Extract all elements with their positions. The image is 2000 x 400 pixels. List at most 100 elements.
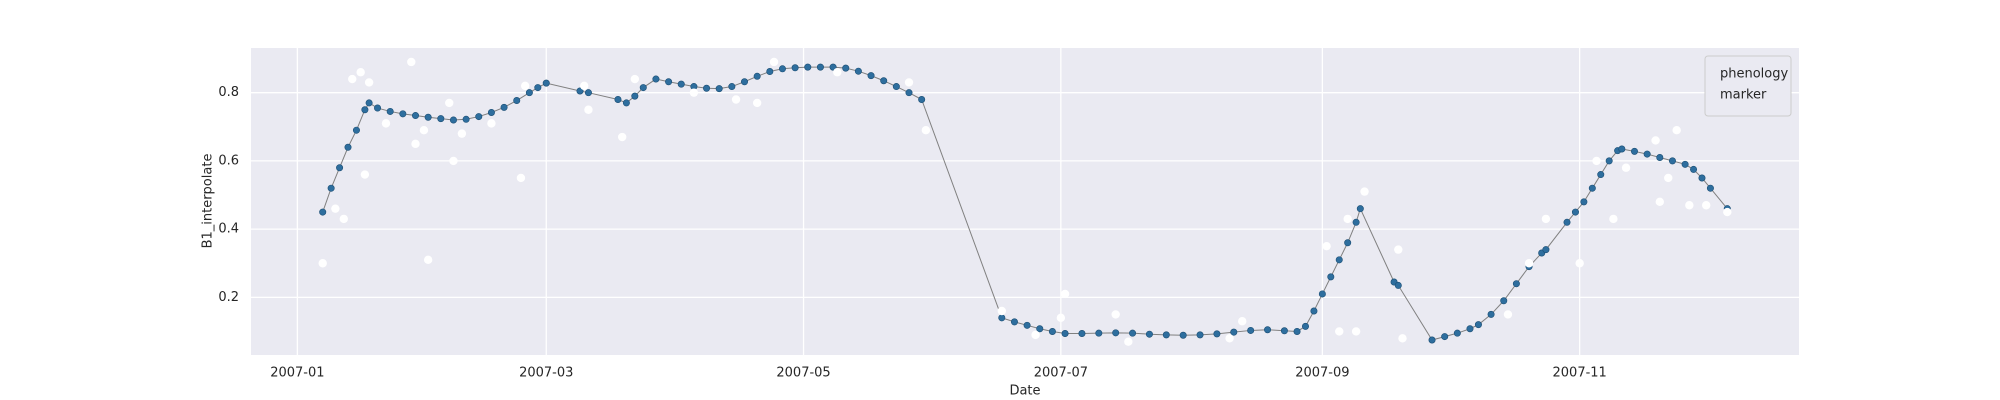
x-tick-label: 2007-01 (270, 366, 324, 381)
line-point (1301, 322, 1309, 330)
line-point (1441, 333, 1449, 341)
line-point (880, 77, 888, 85)
line-point (361, 106, 369, 114)
line-point (1630, 147, 1638, 155)
line-point (1061, 330, 1069, 338)
scatter-point (1060, 289, 1070, 299)
line-point (1643, 150, 1651, 158)
x-tick-label: 2007-07 (1034, 366, 1088, 381)
line-point (1318, 290, 1326, 298)
line-point (424, 113, 432, 121)
line-point (842, 64, 850, 72)
line-point (1162, 331, 1170, 339)
legend: phenology marker (1704, 55, 1792, 117)
scatter-point (904, 78, 914, 87)
line-point (1356, 205, 1364, 213)
scatter-point (364, 78, 374, 87)
legend-box (1704, 55, 1792, 117)
line-point (1690, 165, 1698, 173)
y-axis-label: B1_interpolate (201, 154, 216, 249)
line-point (1145, 330, 1153, 338)
scatter-point (1394, 245, 1403, 254)
line-point (449, 116, 457, 124)
scatter-point (457, 129, 467, 138)
scatter-point (318, 259, 327, 268)
line-point (1112, 329, 1120, 337)
line-point (1023, 321, 1031, 329)
line-point (867, 72, 875, 80)
scatter-point (356, 68, 365, 77)
line-point (437, 115, 445, 123)
line-point (1580, 198, 1588, 206)
scatter-point (407, 57, 416, 67)
marks (318, 57, 1732, 346)
x-tick-label: 2007-09 (1295, 366, 1349, 381)
scatter-point (360, 170, 370, 179)
line-point (665, 78, 673, 86)
line-point (1487, 310, 1495, 318)
line-point (525, 89, 533, 97)
scatter-point (1031, 330, 1040, 340)
scatter-point (617, 132, 627, 142)
line-point (905, 89, 913, 97)
scatter-point (1524, 259, 1534, 268)
line-point (1681, 160, 1689, 168)
scatter-point (348, 74, 357, 84)
line-point (715, 85, 723, 93)
x-tick-label: 2007-11 (1553, 366, 1607, 381)
scatter-point (423, 255, 433, 265)
line-point (1698, 174, 1706, 182)
line-point (652, 75, 660, 83)
line-point (1618, 145, 1626, 153)
x-axis-label: Date (1009, 384, 1040, 399)
line-point (854, 67, 862, 75)
scatter-point (1124, 337, 1133, 346)
line-point (374, 104, 382, 112)
line-point (327, 184, 335, 192)
scatter-point (1702, 201, 1711, 210)
line-point (741, 78, 749, 86)
line-point (1588, 184, 1596, 192)
line-point (1310, 307, 1318, 315)
line-point (336, 164, 344, 172)
scatter-point (769, 57, 779, 67)
x-tick-label: 2007-03 (519, 366, 573, 381)
scatter-point (331, 204, 340, 213)
line-point (791, 64, 799, 72)
line-point (753, 72, 761, 80)
line-point (1571, 208, 1579, 216)
line-point (1656, 153, 1664, 161)
line-point (677, 80, 685, 88)
line-point (1466, 325, 1474, 333)
scatter-point (449, 156, 458, 166)
scatter-point (1056, 313, 1066, 323)
line-point (1293, 327, 1301, 335)
line-point (1264, 326, 1272, 334)
line-point (584, 89, 592, 97)
line-point (1213, 330, 1221, 338)
line-point (1335, 256, 1343, 264)
line-point (487, 108, 495, 116)
line-point (622, 99, 630, 107)
legend-label: marker (1720, 88, 1767, 103)
scatter-point (689, 88, 699, 97)
line-point (1196, 331, 1204, 339)
line-point (1394, 281, 1402, 289)
line-point (728, 83, 736, 91)
line-point (352, 126, 360, 134)
scatter-point (1398, 334, 1407, 343)
line-point (513, 97, 521, 105)
line-point (1668, 157, 1676, 165)
scatter-point (516, 173, 526, 183)
legend-label: phenology (1720, 67, 1788, 82)
line-point (386, 107, 394, 115)
scatter-point (1664, 173, 1673, 183)
line-point (1512, 280, 1520, 288)
line-point (412, 112, 420, 120)
scatter-point (580, 81, 589, 91)
scatter-point (731, 95, 741, 104)
line-point (344, 143, 352, 151)
line-point (576, 87, 584, 95)
line-point (1280, 327, 1288, 335)
